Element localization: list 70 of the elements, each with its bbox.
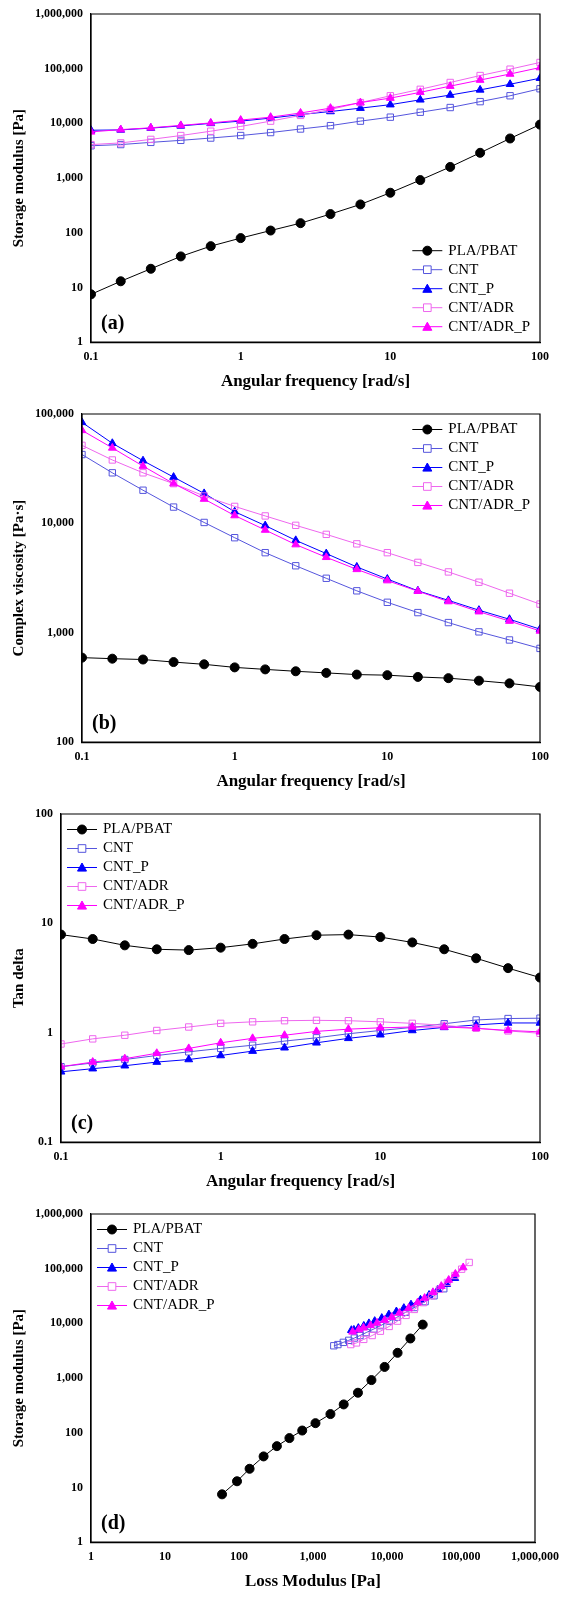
x-tick-label: 1 bbox=[231, 749, 238, 764]
legend-label: PLA/PBAT bbox=[448, 241, 518, 258]
x-tick-label: 10 bbox=[384, 349, 397, 364]
x-axis-title: Loss Modulus [Pa] bbox=[244, 1571, 382, 1591]
annotation: (c) bbox=[71, 1111, 94, 1135]
x-axis-title: Angular frequency [rad/s] bbox=[220, 371, 411, 391]
y-tick-label: 100,000 bbox=[44, 1260, 83, 1275]
x-tick-label: 10 bbox=[381, 749, 394, 764]
legend-label: CNT bbox=[103, 839, 133, 856]
x-tick-label: 10,000 bbox=[370, 1549, 404, 1564]
x-tick-label: 1 bbox=[237, 349, 244, 364]
y-tick-label: 0.1 bbox=[38, 1134, 53, 1149]
legend-label: CNT bbox=[133, 1239, 163, 1256]
y-axis-title: Tan delta bbox=[9, 947, 26, 1009]
legend-label: CNT bbox=[448, 439, 479, 456]
x-tick-label: 100 bbox=[531, 349, 549, 364]
x-tick-label: 100 bbox=[531, 1149, 549, 1164]
y-axis-title: Complex viscosity [Pa·s] bbox=[9, 499, 26, 657]
legend-label: CNT_P bbox=[103, 858, 149, 875]
y-tick-label: 10 bbox=[71, 1479, 83, 1494]
legend-label: CNT/ADR_P bbox=[448, 317, 531, 334]
legend-label: PLA/PBAT bbox=[133, 1220, 203, 1237]
x-tick-label: 100 bbox=[531, 749, 549, 764]
x-axis-title: Angular frequency [rad/s] bbox=[216, 771, 406, 791]
legend-label: CNT/ADR_P bbox=[448, 496, 531, 513]
y-tick-label: 10,000 bbox=[50, 115, 83, 130]
legend-label: CNT/ADR bbox=[133, 1277, 199, 1294]
y-axis-title: Storage modulus [Pa] bbox=[9, 1308, 26, 1448]
x-tick-label: 1 bbox=[217, 1149, 224, 1164]
legend-label: CNT/ADR_P bbox=[133, 1296, 215, 1313]
x-tick-label: 100,000 bbox=[441, 1549, 481, 1564]
annotation: (a) bbox=[101, 311, 125, 335]
y-tick-label: 1,000 bbox=[47, 624, 74, 639]
y-tick-label: 100 bbox=[56, 734, 74, 749]
annotation: (b) bbox=[92, 711, 117, 735]
y-tick-label: 100 bbox=[65, 224, 83, 239]
x-tick-label: 1 bbox=[88, 1549, 94, 1564]
x-tick-label: 100 bbox=[230, 1549, 248, 1564]
x-tick-label: 10 bbox=[159, 1549, 171, 1564]
legend-label: CNT/ADR bbox=[448, 298, 515, 315]
legend-label: CNT/ADR bbox=[448, 477, 515, 494]
y-tick-label: 100,000 bbox=[44, 60, 83, 75]
y-tick-label: 1,000 bbox=[56, 1370, 83, 1385]
legend-label: CNT bbox=[448, 260, 479, 277]
y-tick-label: 1 bbox=[77, 334, 83, 349]
y-tick-label: 10 bbox=[41, 915, 53, 930]
legend-label: CNT_P bbox=[448, 458, 495, 475]
y-tick-label: 100,000 bbox=[35, 406, 74, 421]
x-tick-label: 10 bbox=[374, 1149, 387, 1164]
y-axis-title: Storage modulus [Pa] bbox=[9, 108, 26, 248]
legend-label: PLA/PBAT bbox=[448, 420, 518, 437]
y-tick-label: 1,000 bbox=[56, 170, 83, 185]
y-tick-label: 1 bbox=[47, 1024, 53, 1039]
x-tick-label: 1,000 bbox=[299, 1549, 327, 1564]
y-tick-label: 1,000,000 bbox=[35, 6, 83, 21]
y-tick-label: 1,000,000 bbox=[35, 1206, 83, 1221]
y-tick-label: 1 bbox=[77, 1534, 83, 1549]
y-tick-label: 100 bbox=[65, 1424, 83, 1439]
y-tick-label: 10 bbox=[71, 279, 83, 294]
y-tick-label: 10,000 bbox=[41, 515, 74, 530]
legend-label: CNT_P bbox=[448, 279, 495, 296]
legend-label: PLA/PBAT bbox=[103, 820, 173, 837]
legend-label: CNT_P bbox=[133, 1258, 179, 1275]
x-tick-label: 1,000,000 bbox=[511, 1549, 559, 1564]
y-tick-label: 10,000 bbox=[50, 1315, 83, 1330]
legend-label: CNT/ADR bbox=[103, 877, 169, 894]
legend-label: CNT/ADR_P bbox=[103, 896, 185, 913]
x-axis-title: Angular frequency [rad/s] bbox=[205, 1171, 396, 1191]
annotation: (d) bbox=[101, 1511, 126, 1535]
y-tick-label: 100 bbox=[35, 806, 53, 821]
